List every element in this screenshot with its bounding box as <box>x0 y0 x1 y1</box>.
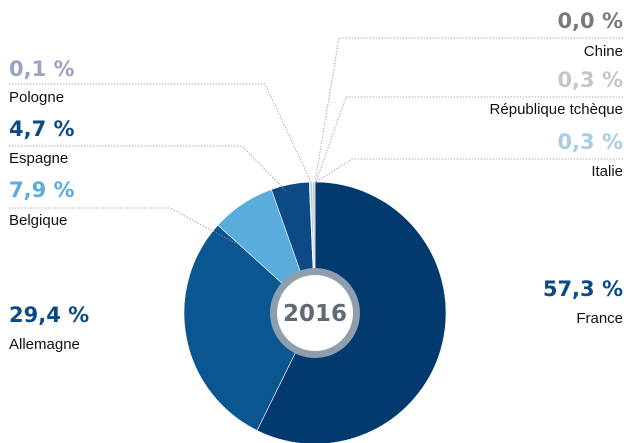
leader-line-chine <box>314 37 623 183</box>
value-label-republique-tcheque: 0,3 % <box>557 68 623 92</box>
leader-line-pologne <box>9 83 312 183</box>
category-label-pologne: Pologne <box>9 89 64 106</box>
chart-title: 2016 <box>283 301 347 327</box>
category-label-belgique: Belgique <box>9 212 67 229</box>
slice-allemagne <box>183 224 316 431</box>
value-label-chine: 0,0 % <box>557 9 623 33</box>
center-badge: 2016 <box>270 268 360 358</box>
value-label-espagne: 4,7 % <box>9 117 75 141</box>
category-label-allemagne: Allemagne <box>9 336 80 353</box>
leader-line-republique-tcheque <box>315 96 623 183</box>
value-label-france: 57,3 % <box>543 277 623 301</box>
category-label-espagne: Espagne <box>9 150 68 167</box>
value-label-belgique: 7,9 % <box>9 178 75 202</box>
value-label-pologne: 0,1 % <box>9 57 75 81</box>
value-label-italie: 0,3 % <box>557 130 623 154</box>
category-label-republique-tcheque: République tchèque <box>490 101 623 118</box>
leader-line-italie <box>315 158 623 183</box>
value-label-allemagne: 29,4 % <box>9 303 89 327</box>
slice-labels: 57,3 % France 29,4 % Allemagne 7,9 % Belgique… <box>9 9 623 353</box>
center-disc <box>277 275 353 351</box>
leader-lines <box>9 37 623 245</box>
category-label-chine: Chine <box>584 43 623 60</box>
category-label-italie: Italie <box>591 163 623 180</box>
category-label-france: France <box>576 310 623 327</box>
